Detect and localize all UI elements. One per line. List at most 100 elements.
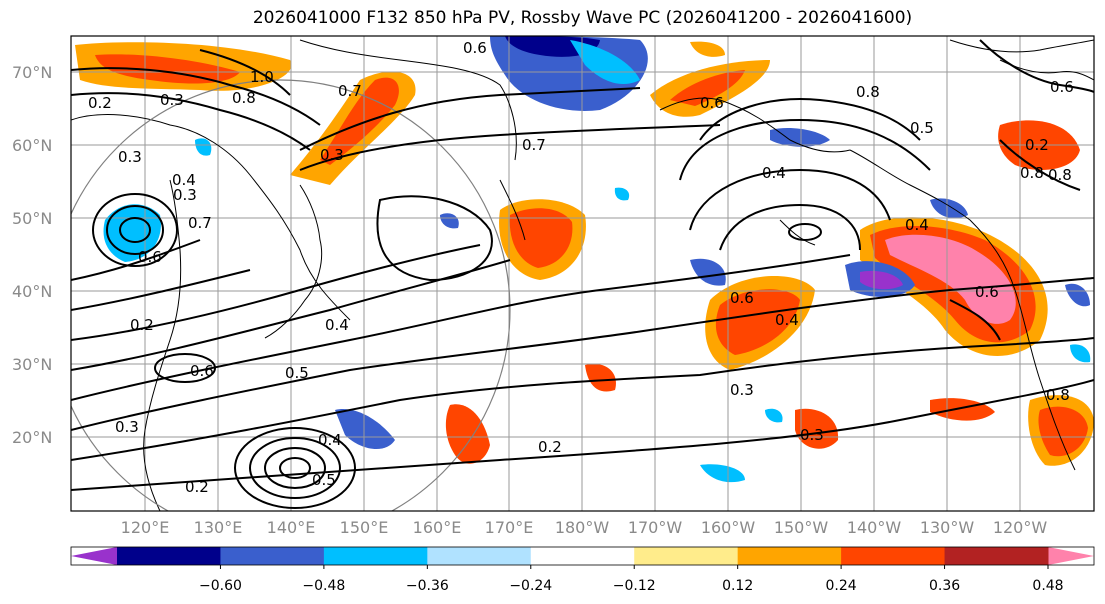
lon-label: 150°W bbox=[774, 518, 829, 537]
shade-japan-low-cyan bbox=[103, 204, 161, 262]
shade-subtropical-orange-1 bbox=[445, 404, 490, 464]
lon-label: 120°E bbox=[121, 518, 170, 537]
pv-anomaly-shading bbox=[75, 36, 1094, 483]
shade-japan-sea-red bbox=[320, 77, 399, 165]
contour-label: 0.2 bbox=[88, 94, 112, 112]
colorbar-frame bbox=[70, 546, 1095, 566]
colorbar-right-arrow bbox=[1048, 547, 1094, 565]
longitude-labels: 120°E 130°E 140°E 150°E 160°E 170°E 180°… bbox=[121, 518, 1048, 537]
contour-label: 0.8 bbox=[1046, 386, 1070, 404]
colorbar-tick-label: −0.24 bbox=[509, 578, 552, 594]
contour-label: 0.3 bbox=[800, 426, 824, 444]
shade-kamchatka-red bbox=[509, 208, 573, 268]
contour-label: 0.2 bbox=[185, 478, 209, 496]
lat-label: 70°N bbox=[12, 63, 52, 82]
shade-bering-blue bbox=[770, 128, 830, 147]
contour-label: 0.3 bbox=[118, 148, 142, 166]
shade-subtropics-blue bbox=[335, 409, 395, 450]
colorbar-segment bbox=[841, 547, 946, 565]
contour-label: 0.4 bbox=[172, 171, 196, 189]
map-frame bbox=[70, 35, 1095, 512]
contour-label: 0.8 bbox=[1048, 166, 1072, 184]
shade-gulf-alaska-pink bbox=[885, 234, 1016, 324]
shade-gulf-alaska-violet bbox=[860, 270, 903, 290]
shade-small-blue-5 bbox=[440, 213, 459, 229]
colorbar-tick-label: 0.36 bbox=[929, 578, 960, 594]
shade-east-pacific-red bbox=[1038, 406, 1088, 457]
colorbar-tick-label: −0.12 bbox=[613, 578, 656, 594]
graticule bbox=[71, 36, 1094, 511]
contour-label: 0.3 bbox=[115, 418, 139, 436]
colorbar-tick-label: 0.12 bbox=[722, 578, 753, 594]
contour-label: 0.6 bbox=[463, 39, 487, 57]
shade-aleutian-blue bbox=[690, 258, 726, 286]
lon-label: 130°E bbox=[194, 518, 243, 537]
contour-label: 0.8 bbox=[232, 89, 256, 107]
contour-label: 0.8 bbox=[1020, 164, 1044, 182]
lon-label: 130°W bbox=[920, 518, 975, 537]
lat-label: 40°N bbox=[12, 282, 52, 301]
colorbar-segment bbox=[323, 547, 428, 565]
contour-label: 0.8 bbox=[856, 83, 880, 101]
shade-small-cyan-3 bbox=[765, 408, 783, 423]
contour-label: 0.4 bbox=[775, 311, 799, 329]
lon-label: 160°E bbox=[413, 518, 462, 537]
shade-arctic-cyan bbox=[570, 40, 640, 85]
shade-small-cyan-1 bbox=[195, 138, 212, 156]
contour-label: 0.3 bbox=[730, 381, 754, 399]
shade-siberia-orange bbox=[690, 41, 725, 57]
contour-label: 0.4 bbox=[325, 316, 349, 334]
contour-label: 0.7 bbox=[338, 82, 362, 100]
colorbar-tick-label: 0.24 bbox=[826, 578, 857, 594]
contour-label: 0.2 bbox=[538, 438, 562, 456]
contour-label: 0.3 bbox=[320, 146, 344, 164]
lat-label: 30°N bbox=[12, 355, 52, 374]
contour-labels: 0.6 0.7 0.8 0.5 1.0 0.8 0.3 0.2 0.3 0.4 … bbox=[88, 39, 1074, 496]
contour-label: 0.2 bbox=[1025, 136, 1049, 154]
lat-label: 50°N bbox=[12, 209, 52, 228]
contour-label: 0.6 bbox=[730, 289, 754, 307]
colorbar-segment bbox=[117, 547, 221, 565]
lat-label: 20°N bbox=[12, 428, 52, 447]
contour-label: 0.6 bbox=[190, 362, 214, 380]
contour-label: 0.4 bbox=[318, 431, 342, 449]
lon-label: 150°E bbox=[340, 518, 389, 537]
colorbar-tick-label: −0.36 bbox=[406, 578, 449, 594]
colorbar-segment bbox=[530, 547, 635, 565]
contour-label: 0.6 bbox=[700, 94, 724, 112]
colorbar-segment bbox=[737, 547, 842, 565]
map-title: 2026041000 F132 850 hPa PV, Rossby Wave … bbox=[252, 8, 913, 28]
colorbar-tick-label: −0.60 bbox=[199, 578, 242, 594]
contour-label: 0.6 bbox=[975, 283, 999, 301]
contour-label: 0.6 bbox=[138, 248, 162, 266]
colorbar-tick-label: −0.48 bbox=[302, 578, 345, 594]
pv-contours bbox=[71, 39, 1094, 509]
contour-label: 0.6 bbox=[1050, 78, 1074, 96]
contour-label: 0.3 bbox=[160, 91, 184, 109]
shade-subtropics-cyan bbox=[700, 464, 745, 483]
shade-subtropical-orange-2 bbox=[585, 363, 616, 392]
shade-bering-red bbox=[670, 70, 745, 106]
contour-label: 0.5 bbox=[910, 119, 934, 137]
colorbar-segment bbox=[427, 547, 532, 565]
contour-label: 0.2 bbox=[130, 316, 154, 334]
contour-label: 0.3 bbox=[173, 186, 197, 204]
colorbar-tick-label: 0.48 bbox=[1032, 578, 1063, 594]
shade-subtropical-orange-3 bbox=[795, 408, 839, 449]
distance-ring bbox=[71, 79, 511, 511]
shade-coast-blue bbox=[930, 198, 968, 219]
shade-coast-blue-2 bbox=[1065, 283, 1090, 307]
lon-label: 140°W bbox=[847, 518, 902, 537]
lon-label: 180°W bbox=[555, 518, 610, 537]
lon-label: 140°E bbox=[267, 518, 316, 537]
colorbar-segment bbox=[220, 547, 325, 565]
contour-label: 0.4 bbox=[762, 164, 786, 182]
contour-label: 0.5 bbox=[312, 471, 336, 489]
colorbar-left-arrow bbox=[71, 547, 117, 565]
colorbar-segment bbox=[944, 547, 1049, 565]
shade-small-cyan-2 bbox=[614, 187, 630, 201]
colorbar-segment bbox=[634, 547, 739, 565]
latitude-labels: 70°N 60°N 50°N 40°N 30°N 20°N bbox=[12, 63, 52, 447]
contour-label: 0.7 bbox=[522, 136, 546, 154]
